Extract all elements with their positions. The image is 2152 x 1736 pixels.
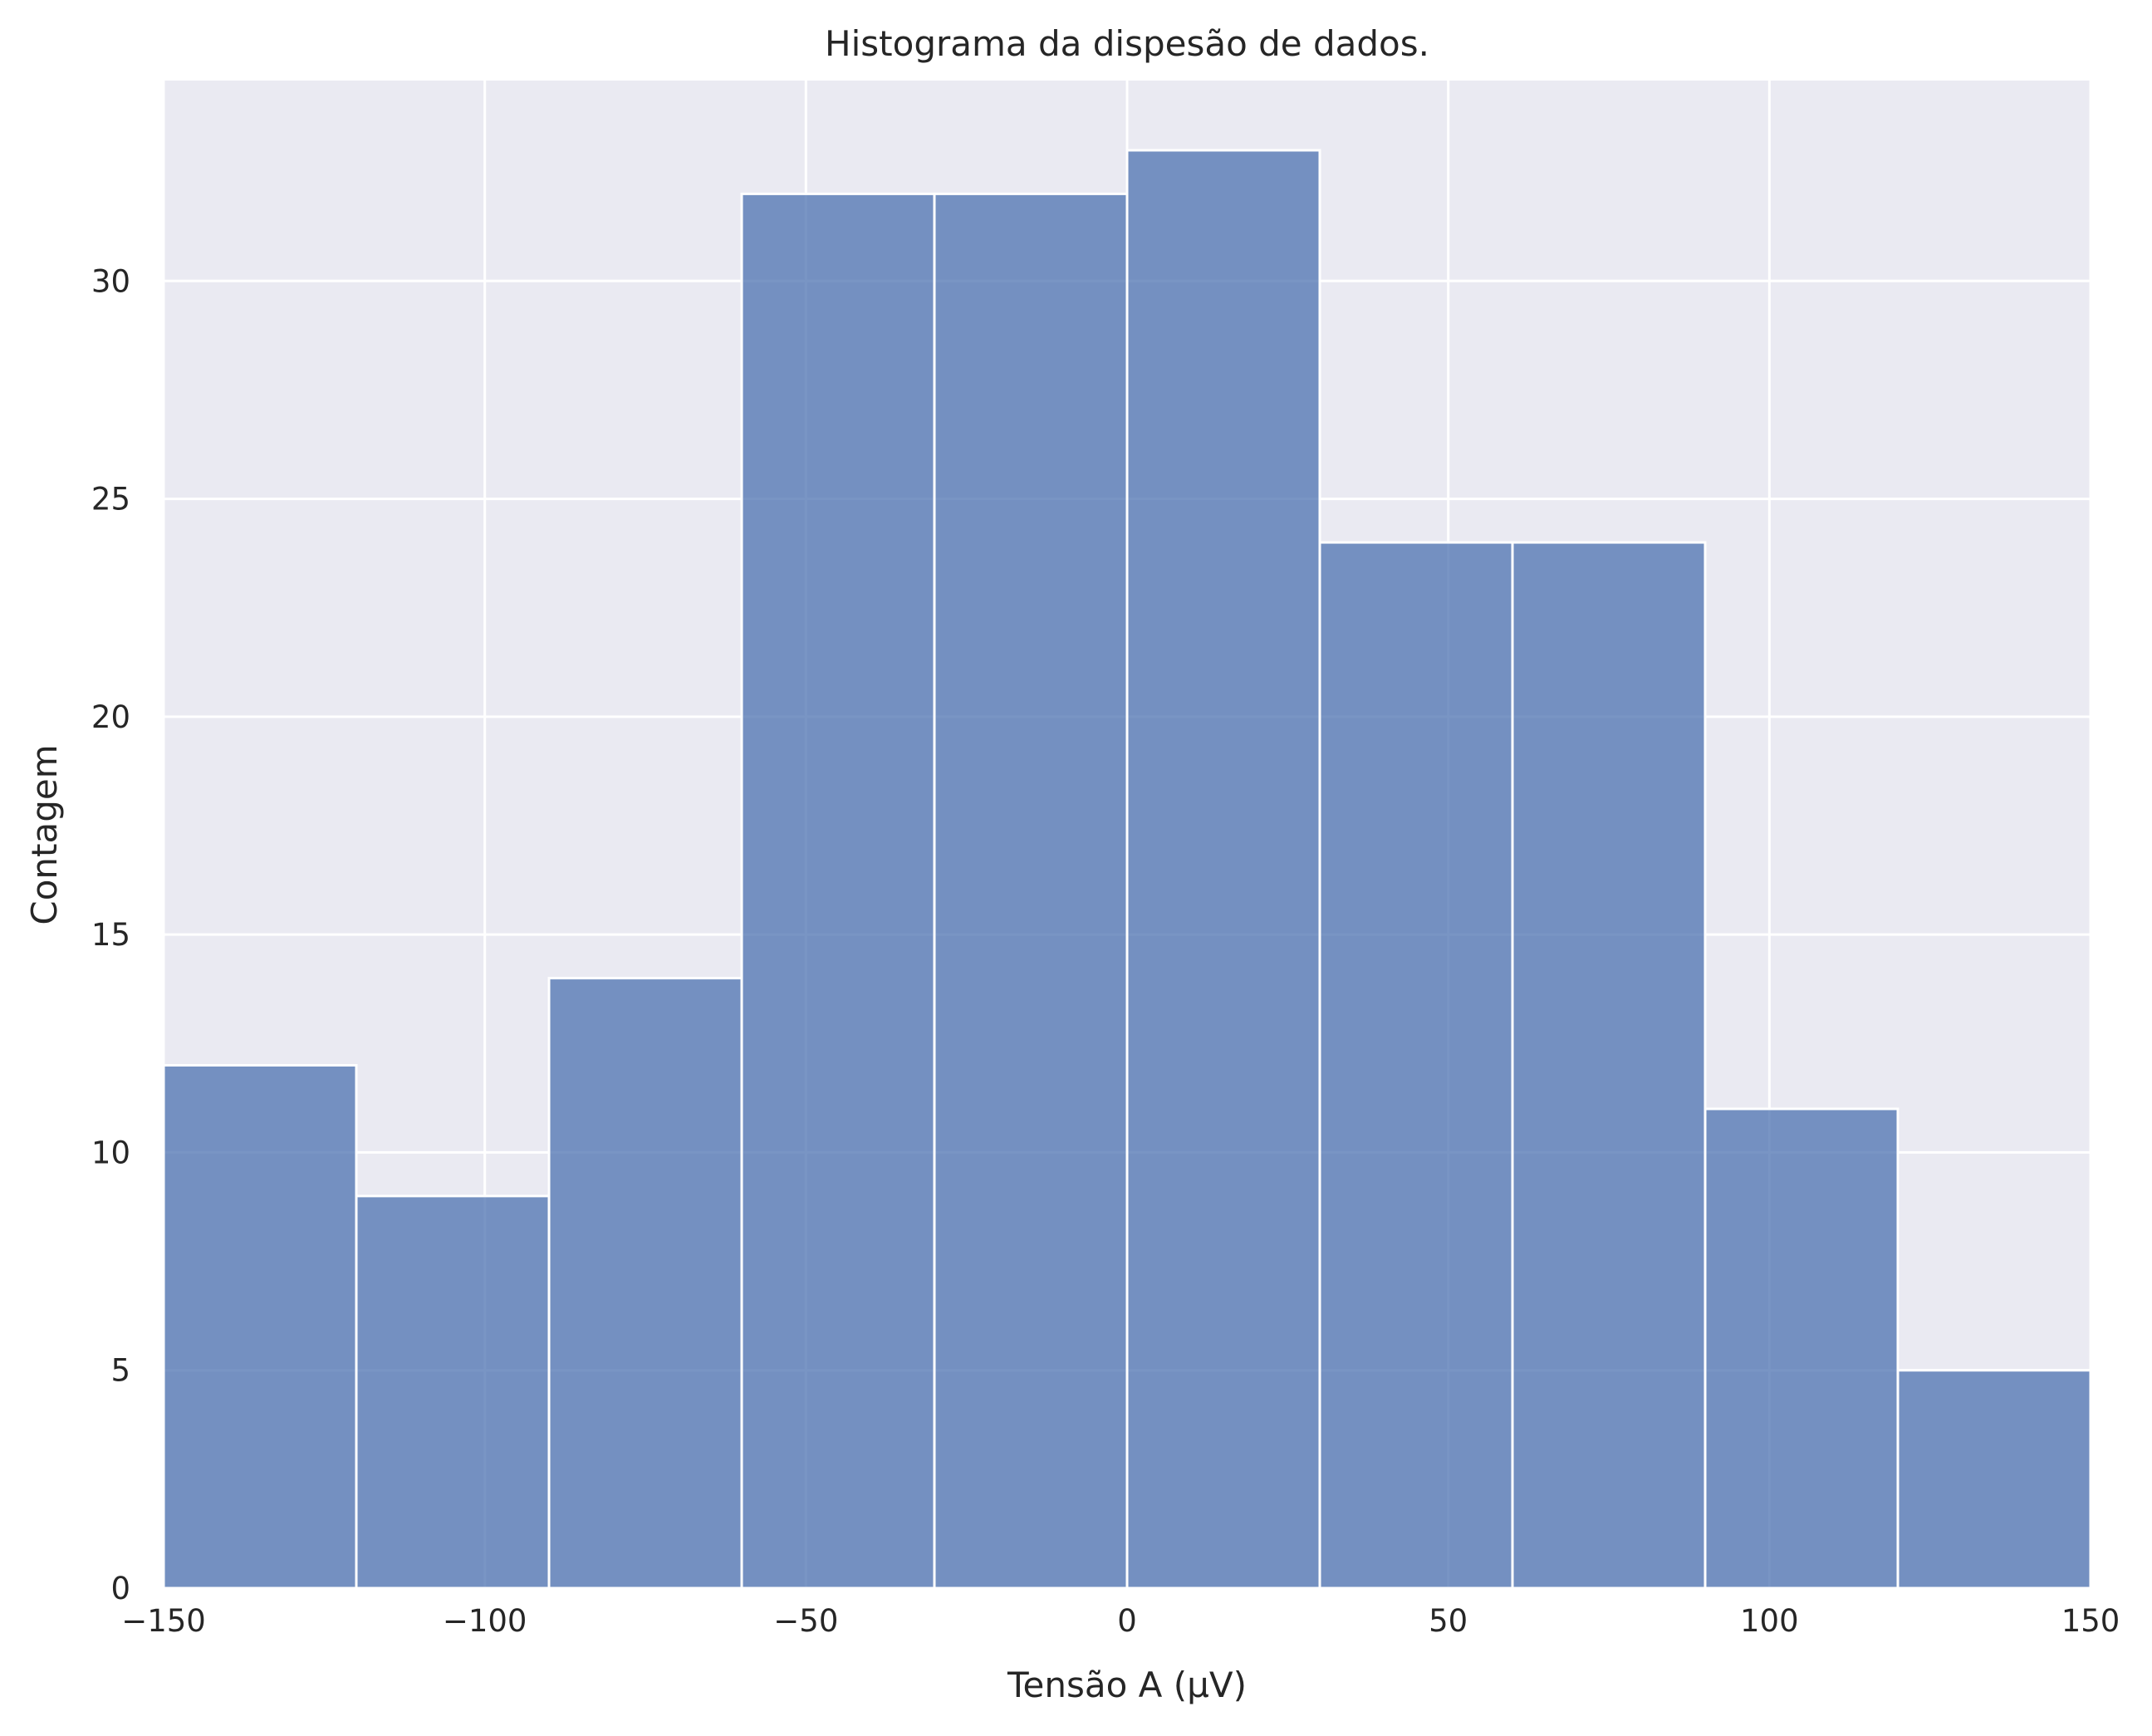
y-tick-label: 10 [91,1135,130,1170]
y-tick-label: 20 [91,699,130,735]
y-tick-label: 30 [91,263,130,299]
x-tick-label: 100 [1740,1603,1799,1639]
x-tick-label: 50 [1429,1603,1468,1639]
y-tick-label: 0 [110,1571,130,1606]
chart-title: Histograma da dispesão de dados. [825,23,1429,64]
y-tick-label: 5 [110,1353,130,1389]
y-tick-labels: 0 5 10 15 20 25 30 [91,263,130,1606]
histogram-bar [740,192,936,1590]
x-axis-label: Tensão A (μV) [1007,1665,1247,1705]
histogram-bar [933,192,1129,1590]
histogram-bar [355,1194,551,1590]
histogram-bar [1318,541,1514,1590]
x-tick-label: −150 [121,1603,206,1639]
histogram-bar [1896,1369,2092,1590]
x-tick-label: −100 [443,1603,527,1639]
y-tick-label: 25 [91,482,130,517]
histogram-bar [547,977,743,1590]
y-tick-label: 15 [91,917,130,953]
histogram-bar [1125,149,1321,1590]
histogram-bar [162,1064,358,1590]
x-tick-label: 0 [1117,1603,1137,1639]
x-tick-label: −50 [773,1603,838,1639]
y-axis-label: Contagem [24,744,65,924]
x-tick-label: 150 [2061,1603,2120,1639]
x-tick-labels: −150 −100 −50 0 50 100 150 [121,1603,2120,1639]
histogram-bar [1511,541,1707,1590]
histogram-bar [1703,1107,1900,1590]
bars [162,149,2092,1590]
